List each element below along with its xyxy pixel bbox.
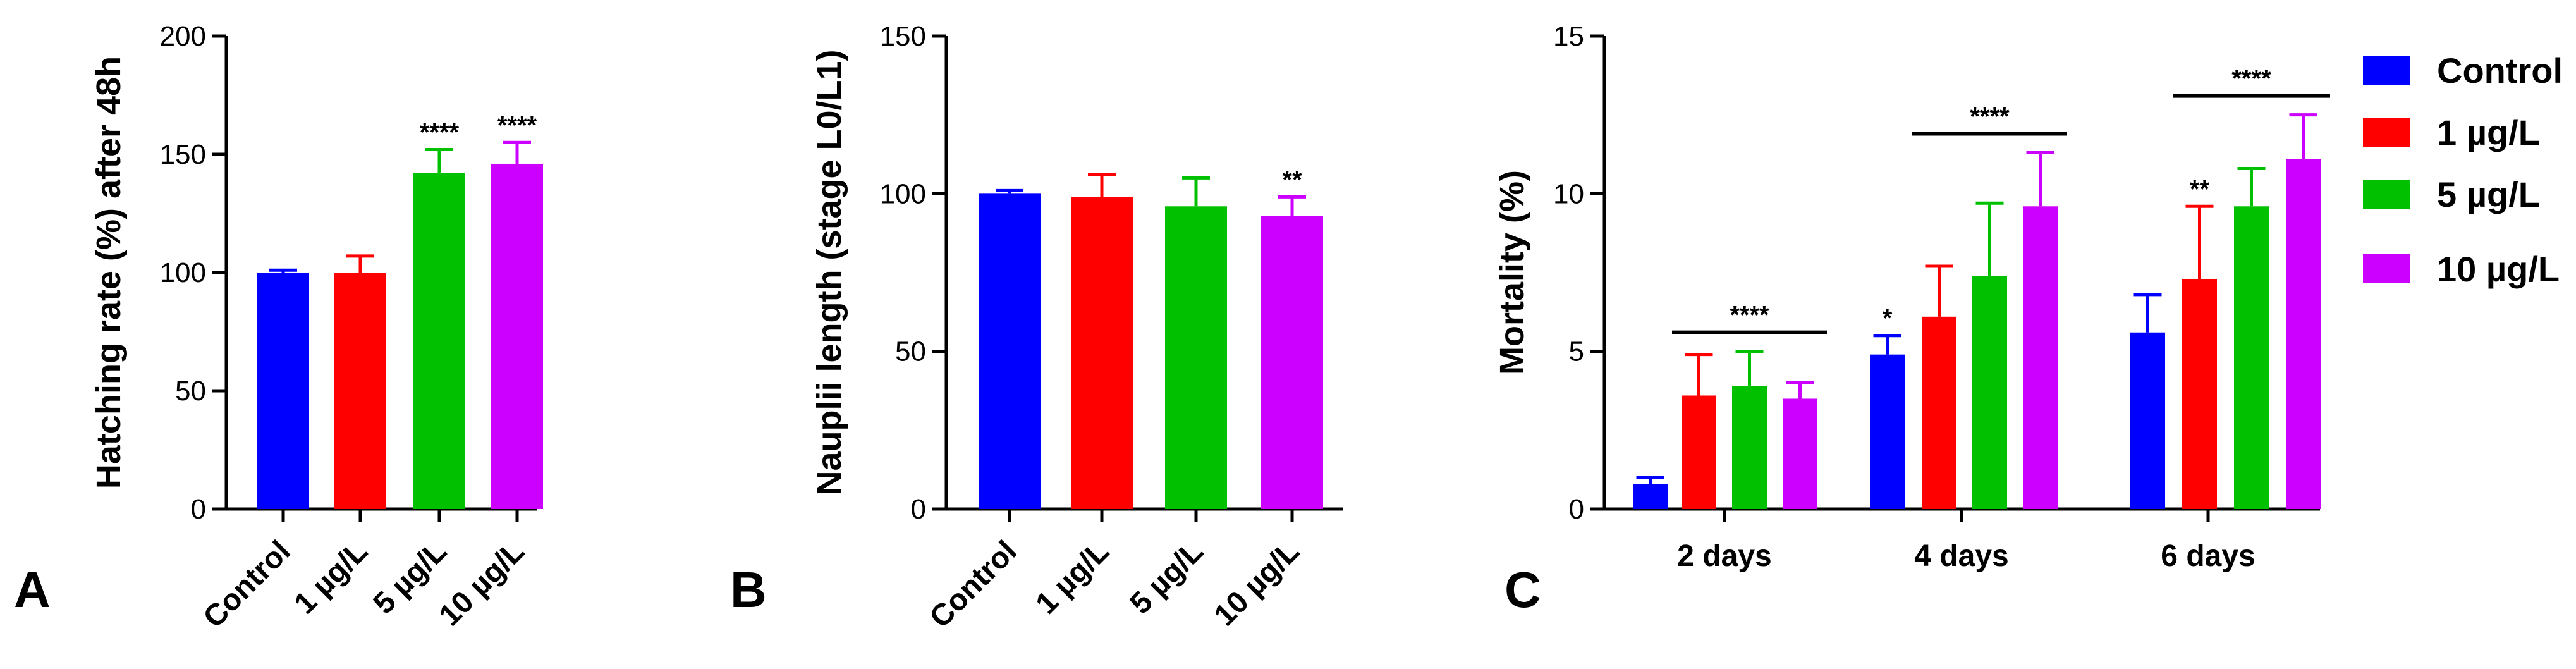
panel-a-significance-2: **** — [420, 119, 460, 147]
legend-label-10ug: 10 µg/L — [2437, 249, 2560, 289]
panel-b-x-tick-label-3: 10 µg/L — [1208, 534, 1306, 632]
panel-c-bar-0-0 — [1633, 484, 1668, 509]
panel-b-y-tick-label-2: 100 — [880, 178, 926, 209]
panel-b-y-axis-title: Nauplii length (stage L0/L1) — [810, 49, 848, 495]
panel-c-group-significance-2: **** — [2231, 65, 2271, 93]
panel-a-significance-3: **** — [497, 111, 537, 139]
panel-c-bar-0-3 — [1783, 398, 1817, 509]
panel-b-significance-3: ** — [1282, 166, 1302, 193]
panel-a-chart: 0 50 100 150 200 Hatching rate (%) after 48h C… — [90, 21, 543, 634]
panel-letter-a: A — [14, 562, 51, 618]
panel-a-y-tick-label-0: 0 — [191, 494, 206, 525]
panel-a-bar-2 — [413, 173, 465, 509]
panel-a-y-tick-label-3: 150 — [160, 139, 206, 170]
panel-c-significance-2-1: ** — [2190, 175, 2210, 203]
panel-c-group-significance-0: **** — [1730, 302, 1769, 329]
panel-b-y-tick-label-0: 0 — [911, 494, 926, 525]
panel-c-bar-0-1 — [1682, 395, 1716, 509]
panel-a-y-axis-title: Hatching rate (%) after 48h — [90, 56, 128, 489]
panel-c-y-tick-label-3: 15 — [1553, 21, 1584, 52]
panel-c-bar-0-2 — [1732, 386, 1767, 509]
panel-c-significance-1-0: * — [1883, 305, 1893, 333]
panel-c-bar-2-3 — [2286, 159, 2321, 510]
panel-letter-b: B — [730, 562, 767, 618]
legend-swatch-1ug — [2363, 118, 2410, 147]
panel-b-chart: 0 50 100 150 Nauplii length (stage L0/L1) Con… — [810, 21, 1343, 634]
panel-a-x-tick-label-0: Control — [197, 534, 297, 634]
panel-c-group-significance-1: **** — [1970, 103, 2010, 131]
panel-b-x-tick-label-1: 1 µg/L — [1030, 534, 1116, 620]
panel-a-y-tick-label-2: 100 — [160, 257, 206, 288]
panel-c-bar-1-2 — [1972, 275, 2007, 509]
legend-swatch-control — [2363, 56, 2410, 85]
panel-a-bar-1 — [334, 273, 386, 509]
legend-label-control: Control — [2437, 51, 2563, 90]
panel-b-y-tick-label-3: 150 — [880, 21, 926, 52]
panel-c-bar-2-1 — [2182, 278, 2217, 509]
legend: Control 1 µg/L 5 µg/L 10 µg/L — [2363, 51, 2563, 289]
panel-c-y-tick-label-0: 0 — [1569, 494, 1584, 525]
panel-b-x-tick-label-0: Control — [924, 534, 1023, 634]
panel-c-bar-1-3 — [2023, 206, 2058, 509]
panel-c-y-tick-label-2: 10 — [1553, 178, 1584, 209]
panel-c-bar-1-1 — [1922, 316, 1956, 509]
panel-c-x-tick-label-2: 6 days — [2161, 539, 2255, 573]
panel-a-bar-0 — [257, 273, 309, 509]
legend-swatch-10ug — [2363, 254, 2410, 283]
panel-a-bar-3 — [491, 163, 543, 510]
legend-label-5ug: 5 µg/L — [2437, 175, 2540, 214]
panel-c-bar-2-2 — [2234, 206, 2269, 509]
panel-a-y-tick-label-4: 200 — [160, 21, 206, 52]
panel-b-bar-0 — [979, 193, 1041, 509]
panel-b-y-tick-label-1: 50 — [895, 336, 926, 367]
panel-letter-c: C — [1505, 562, 1541, 618]
panel-c-y-tick-label-1: 5 — [1569, 336, 1584, 367]
panel-a-x-tick-label-3: 10 µg/L — [433, 534, 531, 632]
panel-b-bar-1 — [1071, 197, 1133, 509]
panel-b-bar-2 — [1165, 206, 1227, 509]
panel-c-y-axis-title: Mortality (%) — [1493, 170, 1531, 375]
panel-c-x-tick-label-0: 2 days — [1677, 539, 1771, 573]
panel-b-x-tick-label-2: 5 µg/L — [1124, 534, 1210, 620]
panel-c-bar-2-0 — [2130, 332, 2165, 509]
panel-a-x-tick-label-1: 1 µg/L — [288, 534, 374, 620]
panel-c-bar-1-0 — [1870, 354, 1905, 509]
panel-b-bar-3 — [1261, 216, 1323, 509]
panel-a-y-tick-label-1: 50 — [175, 376, 206, 407]
legend-swatch-5ug — [2363, 180, 2410, 209]
legend-label-1ug: 1 µg/L — [2437, 113, 2540, 152]
panel-c-x-tick-label-1: 4 days — [1914, 539, 2008, 573]
